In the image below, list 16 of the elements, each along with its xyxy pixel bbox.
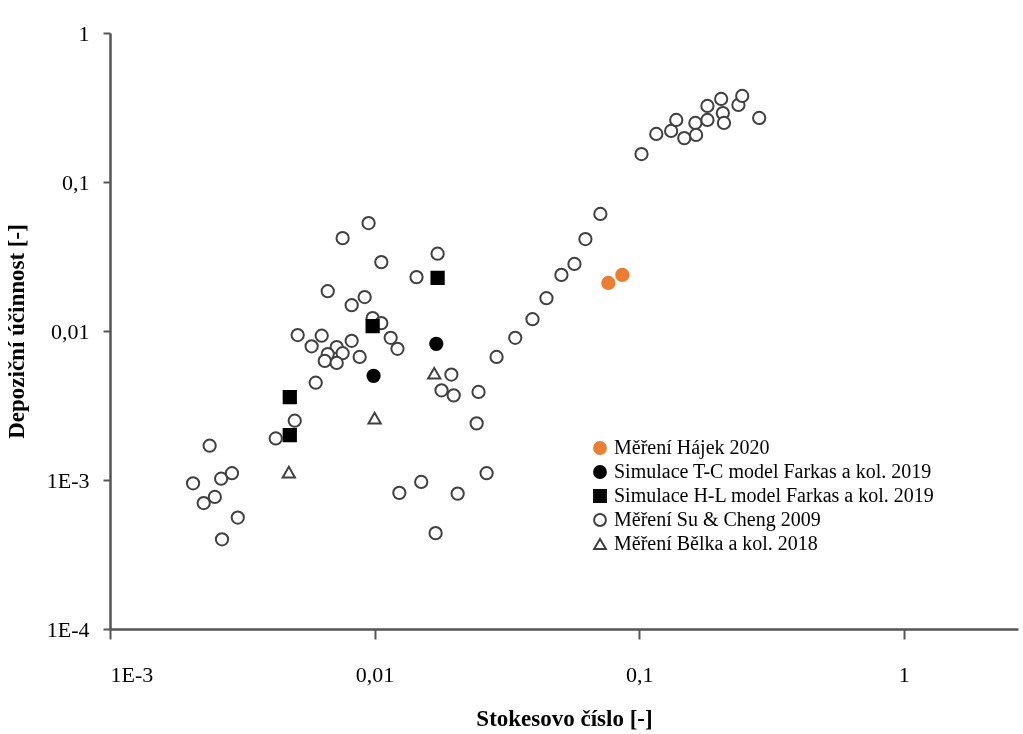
x-axis-title: Stokesovo číslo [-] bbox=[476, 705, 653, 731]
legend-label: Simulace H-L model Farkas a kol. 2019 bbox=[614, 484, 934, 506]
x-tick-label: 1 bbox=[898, 661, 910, 687]
y-tick-label: 0,01 bbox=[51, 318, 90, 344]
y-tick-label: 1E-4 bbox=[46, 616, 90, 642]
y-tick-label: 1 bbox=[78, 20, 90, 46]
y-tick-label: 1E-3 bbox=[46, 467, 90, 493]
legend-label: Simulace T-C model Farkas a kol. 2019 bbox=[614, 460, 932, 482]
x-tick-label: 0,1 bbox=[625, 661, 654, 687]
legend-label: Měření Hájek 2020 bbox=[614, 436, 770, 459]
legend-label: Měření Bělka a kol. 2018 bbox=[614, 532, 818, 554]
y-axis-title: Depoziční účinnost [-] bbox=[3, 224, 29, 439]
legend-label: Měření Su & Cheng 2009 bbox=[614, 508, 821, 531]
x-tick-label: 0,01 bbox=[355, 661, 395, 687]
x-tick-label: 1E-3 bbox=[110, 661, 154, 687]
y-tick-label: 0,1 bbox=[62, 169, 90, 195]
